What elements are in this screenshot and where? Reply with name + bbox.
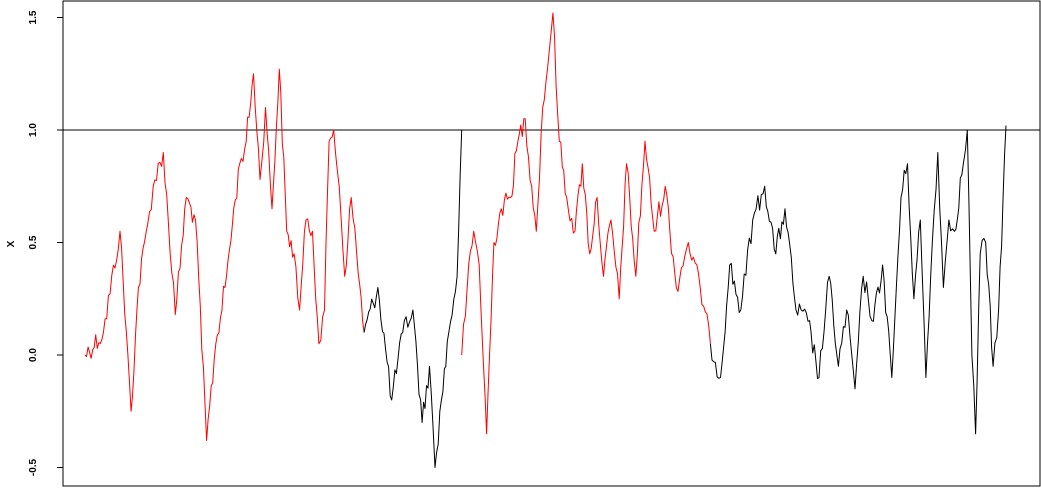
y-tick-label: 0.5 [28, 235, 39, 249]
y-axis-ticks: -0.5 0.0 0.5 1.0 1.5 [28, 10, 63, 476]
y-tick-label: 1.5 [28, 10, 39, 24]
series-layer [84, 12, 1007, 468]
series-above-segment [84, 68, 365, 441]
series-below-segment [709, 125, 1007, 435]
series-below-segment [363, 129, 463, 468]
y-tick-label: 0.0 [28, 348, 39, 362]
series-above-segment [461, 12, 711, 435]
y-tick-label: 1.0 [28, 123, 39, 137]
plot-frame [62, 0, 1041, 487]
y-tick-label: -0.5 [28, 458, 39, 476]
y-axis-label: X [6, 240, 17, 247]
